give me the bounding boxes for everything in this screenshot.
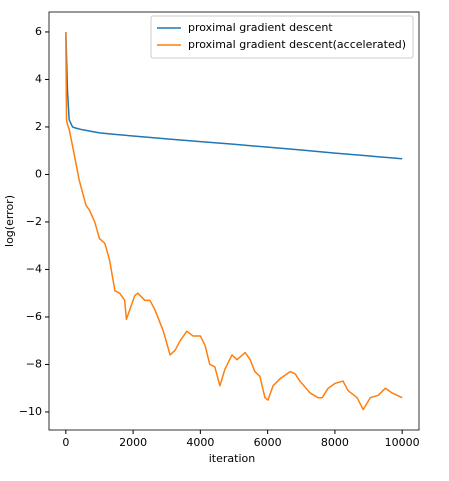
x-axis-label: iteration [209, 452, 255, 465]
y-tick-label: −10 [19, 405, 42, 418]
line-series [65, 31, 403, 411]
y-tick-label: 6 [35, 25, 42, 38]
y-tick-label: −6 [26, 310, 42, 323]
x-tick-label: 8000 [321, 436, 349, 449]
y-tick-label: −2 [26, 215, 42, 228]
x-tick-label: 10000 [385, 436, 420, 449]
x-tick-label: 6000 [254, 436, 282, 449]
y-axis-label: log(error) [3, 195, 16, 247]
plot-frame [48, 11, 420, 431]
x-tick-label: 2000 [119, 436, 147, 449]
y-tick-label: 0 [35, 167, 42, 180]
legend-label: proximal gradient descent [188, 21, 333, 34]
legend-label: proximal gradient descent(accelerated) [188, 38, 406, 51]
line-series [65, 31, 403, 160]
y-tick-label: −4 [26, 262, 42, 275]
legend-box [150, 15, 414, 59]
x-tick-label: 0 [62, 436, 69, 449]
y-tick-label: 2 [35, 120, 42, 133]
y-tick-label: 4 [35, 72, 42, 85]
x-tick-label: 4000 [186, 436, 214, 449]
y-tick-label: −8 [26, 357, 42, 370]
